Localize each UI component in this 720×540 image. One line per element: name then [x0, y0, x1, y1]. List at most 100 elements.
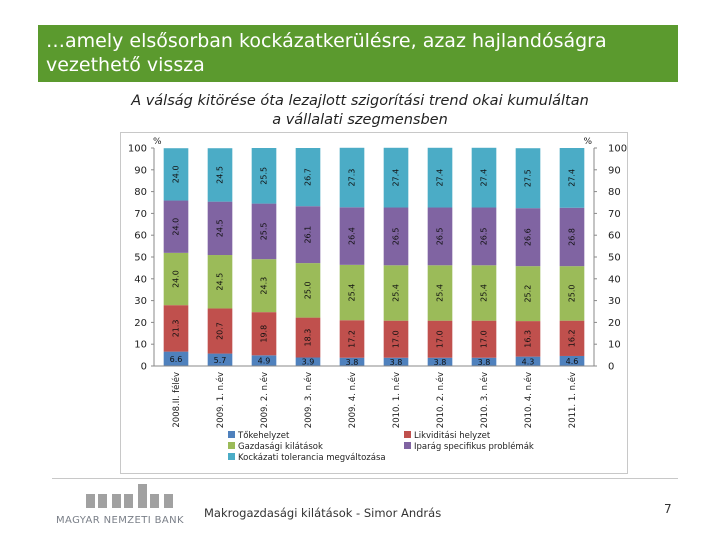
category-label: 2011. 1. n.év [567, 372, 578, 428]
data-label: 25.4 [348, 284, 357, 302]
data-label: 27.4 [568, 169, 577, 187]
data-label: 3.9 [302, 358, 315, 367]
category-label: 2008.II. félév [171, 372, 182, 428]
data-label: 19.8 [260, 325, 269, 343]
segment-tokehelyzet [559, 355, 585, 366]
segment-iparag [471, 207, 497, 266]
segment-gazdasagi-kilatasok [339, 264, 365, 321]
segment-kockazati-tolerancia [295, 148, 321, 207]
y-unit-left: % [153, 137, 162, 147]
y-tick-label-left: 100 [128, 144, 147, 155]
data-label: 17.0 [392, 330, 401, 348]
y-tick-label-left: 40 [134, 274, 147, 285]
segment-iparag [559, 207, 585, 267]
legend-swatch [404, 442, 411, 449]
data-label: 27.4 [436, 169, 445, 187]
legend-label: Tőkehelyzet [237, 431, 290, 441]
footer-divider [52, 478, 678, 479]
segment-tokehelyzet [163, 351, 189, 366]
y-tick-label-left: 90 [134, 165, 147, 176]
data-label: 24.5 [216, 219, 225, 237]
segment-kockazati-tolerancia [427, 147, 453, 208]
segment-iparag [515, 208, 541, 267]
slide-title-line2: vezethető vissza [46, 54, 205, 76]
legend-label: Iparág specifikus problémák [414, 441, 534, 452]
segment-likviditas [559, 320, 585, 356]
data-label: 27.5 [524, 169, 533, 187]
data-label: 4.6 [566, 357, 579, 366]
y-tick-label-right: 30 [608, 296, 621, 307]
data-label: 16.3 [524, 330, 533, 348]
y-tick-label-left: 70 [134, 209, 147, 220]
data-label: 27.3 [348, 169, 357, 187]
segment-iparag [383, 207, 409, 266]
segment-likviditas [207, 308, 233, 354]
segment-gazdasagi-kilatasok [559, 266, 585, 321]
segment-kockazati-tolerancia [383, 147, 409, 208]
y-tick-label-right: 0 [608, 362, 614, 373]
data-label: 25.2 [524, 285, 533, 303]
segment-tokehelyzet [383, 357, 409, 366]
data-label: 16.2 [568, 329, 577, 347]
data-label: 24.0 [172, 165, 181, 183]
y-tick-label-left: 20 [134, 318, 147, 329]
chart-subtitle: A válság kitörése óta lezajlott szigorít… [40, 92, 680, 130]
segment-kockazati-tolerancia [471, 147, 497, 208]
segment-likviditas [339, 320, 365, 358]
y-tick-label-left: 60 [134, 231, 147, 242]
segment-likviditas [427, 320, 453, 358]
segment-iparag [427, 207, 453, 266]
logo-columns-icon [86, 484, 176, 508]
data-label: 3.8 [478, 358, 491, 367]
y-tick-label-left: 50 [134, 253, 147, 264]
data-label: 24.3 [260, 277, 269, 295]
data-label: 18.3 [304, 329, 313, 347]
segment-tokehelyzet [207, 353, 233, 366]
data-label: 25.4 [480, 284, 489, 302]
y-unit-right: % [583, 137, 592, 147]
data-label: 5.7 [214, 356, 227, 365]
segment-kockazati-tolerancia [207, 148, 233, 202]
data-label: 24.5 [216, 273, 225, 291]
legend-label: Kockázati tolerancia megváltozása [238, 453, 386, 463]
data-label: 26.5 [392, 227, 401, 245]
category-label: 2010. 2. n.év [435, 372, 446, 428]
data-label: 26.6 [524, 228, 533, 246]
data-label: 24.0 [172, 218, 181, 236]
segment-likviditas [515, 321, 541, 357]
data-label: 26.7 [304, 168, 313, 186]
y-tick-label-right: 40 [608, 274, 621, 285]
segment-kockazati-tolerancia [559, 148, 585, 208]
data-label: 26.5 [480, 227, 489, 245]
category-label: 2009. 1. n.év [215, 372, 226, 428]
y-tick-label-right: 80 [608, 187, 621, 198]
data-label: 3.8 [434, 358, 447, 367]
data-label: 25.0 [568, 284, 577, 302]
chart-container: 0 0 10 10 20 20 30 30 40 40 50 50 60 60 70 70 80 80 90 90 10… [120, 132, 628, 474]
y-tick-label-left: 0 [141, 362, 147, 373]
segment-likviditas [295, 317, 321, 358]
segment-tokehelyzet [515, 356, 541, 366]
data-label: 25.4 [436, 284, 445, 302]
legend-swatch [228, 453, 235, 460]
segment-gazdasagi-kilatasok [383, 265, 409, 321]
subtitle-line2: a vállalati szegmensben [272, 112, 448, 128]
title-bar: …amely elsősorban kockázatkerülésre, aza… [38, 25, 678, 82]
segment-gazdasagi-kilatasok [427, 265, 453, 321]
data-label: 3.8 [346, 358, 359, 367]
segment-iparag [295, 206, 321, 264]
data-label: 6.6 [170, 355, 183, 364]
segment-tokehelyzet [251, 355, 277, 366]
stacked-bar-chart: 0 0 10 10 20 20 30 30 40 40 50 50 60 60 70 70 80 80 90 90 10… [128, 137, 627, 463]
data-label: 26.8 [568, 228, 577, 246]
segment-likviditas [251, 312, 277, 356]
segment-kockazati-tolerancia [339, 147, 365, 208]
data-label: 4.9 [258, 357, 271, 366]
data-label: 17.2 [348, 330, 357, 348]
segment-likviditas [163, 305, 189, 352]
segment-gazdasagi-kilatasok [207, 255, 233, 309]
legend-label: Likviditási helyzet [414, 431, 491, 441]
data-label: 25.5 [260, 167, 269, 185]
segment-likviditas [383, 320, 409, 358]
segment-iparag [163, 200, 189, 253]
